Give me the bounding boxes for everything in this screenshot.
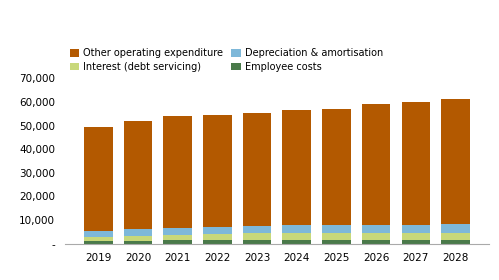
Bar (441, 99, 470, 225)
Bar (402, 102, 430, 225)
Bar (322, 233, 351, 240)
Bar (203, 227, 232, 234)
Bar (402, 240, 430, 244)
Bar (164, 235, 192, 240)
Bar (124, 236, 152, 241)
Bar (243, 234, 271, 240)
Bar (282, 110, 311, 225)
Bar (124, 229, 152, 236)
Bar (282, 240, 311, 244)
Bar (322, 225, 351, 233)
Bar (203, 234, 232, 240)
Bar (362, 104, 390, 225)
Bar (124, 121, 152, 229)
Bar (164, 116, 192, 228)
Bar (441, 225, 470, 233)
Bar (243, 113, 271, 226)
Bar (84, 127, 113, 231)
Bar (402, 234, 430, 240)
Legend: Other operating expenditure, Interest (debt servicing), Depreciation & amortisat: Other operating expenditure, Interest (d… (70, 48, 383, 72)
Bar (362, 240, 390, 244)
Bar (322, 240, 351, 244)
Bar (164, 228, 192, 235)
Bar (362, 225, 390, 234)
Bar (322, 109, 351, 225)
Bar (282, 233, 311, 240)
Bar (243, 240, 271, 244)
Bar (84, 241, 113, 244)
Bar (84, 237, 113, 241)
Bar (441, 233, 470, 240)
Bar (441, 240, 470, 244)
Bar (124, 241, 152, 244)
Bar (243, 226, 271, 234)
Bar (84, 231, 113, 237)
Bar (203, 240, 232, 244)
Bar (402, 225, 430, 234)
Bar (203, 115, 232, 227)
Bar (164, 240, 192, 244)
Bar (282, 225, 311, 233)
Bar (362, 234, 390, 240)
